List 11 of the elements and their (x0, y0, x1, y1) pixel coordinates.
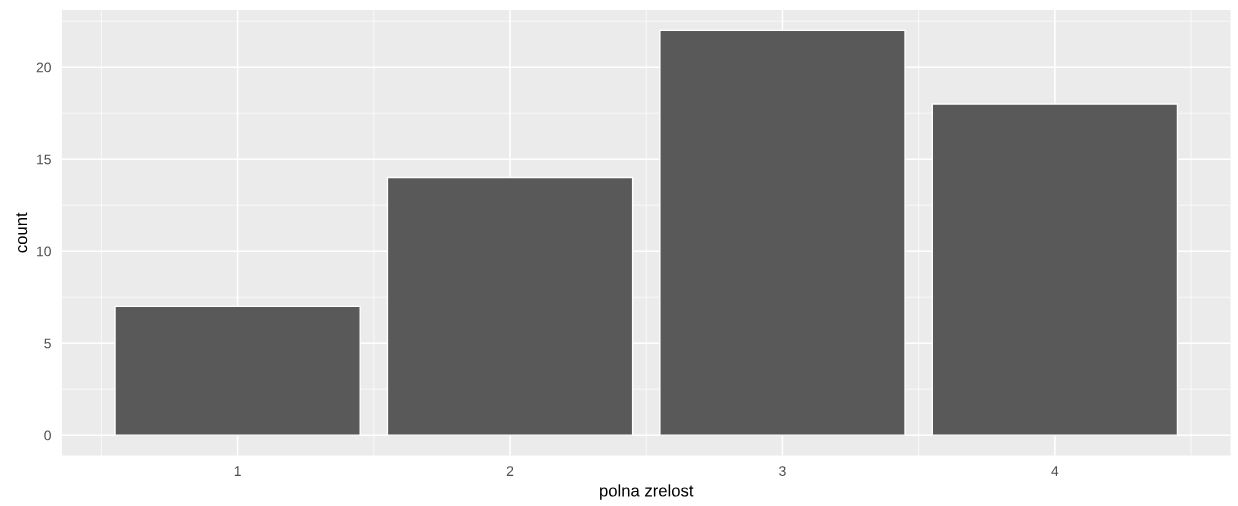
x-tick-label: 1 (234, 466, 241, 476)
y-tick-label: 15 (37, 154, 51, 165)
x-axis-title: polna zrelost (600, 484, 694, 500)
x-tick-label: 4 (1051, 466, 1059, 476)
y-axis-title: count (16, 212, 28, 253)
y-tick-label: 0 (44, 430, 51, 441)
x-tick-label: 3 (779, 466, 786, 477)
y-tick-label: 20 (36, 62, 51, 73)
y-tick-label: 5 (44, 338, 51, 349)
x-tick-label: 2 (506, 466, 514, 476)
y-tick-label: 10 (37, 246, 51, 257)
